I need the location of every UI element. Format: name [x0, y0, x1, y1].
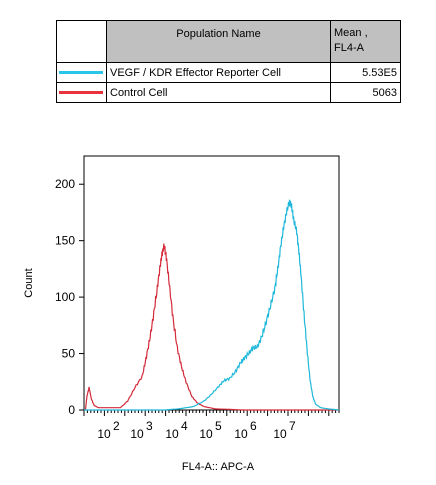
y-axis: 0 50 100 150 200: [55, 177, 84, 417]
x-tick-label-base-4: 10: [234, 427, 248, 441]
x-tick-label-exp-4: 6: [250, 419, 257, 433]
legend-name-control: Control Cell: [106, 82, 331, 103]
legend-row-control: Control Cell 5063: [56, 82, 401, 103]
x-tick-label-exp-0: 2: [113, 419, 120, 433]
y-tick-label-0: 0: [68, 403, 75, 417]
series-line-1: [84, 199, 340, 411]
x-tick-label-base-2: 10: [165, 427, 179, 441]
x-tick-label-exp-2: 4: [181, 419, 188, 433]
y-axis-label: Count: [23, 268, 35, 297]
x-tick-label-exp-3: 5: [215, 419, 222, 433]
series-line-0: [84, 243, 339, 411]
plot-frame: [83, 155, 340, 411]
y-tick-label-150: 150: [55, 234, 75, 248]
legend-mean-control: 5063: [330, 82, 401, 103]
x-tick-label-base-1: 10: [130, 427, 144, 441]
x-tick-label-base-0: 10: [97, 427, 111, 441]
legend-name-vegf: VEGF / KDR Effector Reporter Cell: [106, 62, 331, 83]
legend-header-mean-line2: FL4-A: [334, 42, 364, 54]
legend-header-name: Population Name: [106, 20, 331, 63]
x-axis-label: FL4-A:: APC-A: [182, 461, 255, 473]
legend-color-line-control: [59, 91, 103, 94]
legend-row-vegf: VEGF / KDR Effector Reporter Cell 5.53E5: [56, 62, 401, 83]
legend-table: Population Name Mean , FL4-A VEGF / KDR …: [56, 20, 401, 103]
y-tick-label-50: 50: [62, 347, 76, 361]
x-tick-label-exp-1: 3: [146, 419, 153, 433]
x-tick-label-base-5: 10: [273, 427, 287, 441]
legend-header-mean-line1: Mean ,: [334, 27, 368, 39]
y-tick-label-200: 200: [55, 177, 75, 191]
legend-header-row: Population Name Mean , FL4-A: [56, 20, 401, 63]
legend-color-line-vegf: [59, 71, 103, 74]
y-tick-label-100: 100: [55, 290, 75, 304]
legend-header-mean: Mean , FL4-A: [330, 20, 401, 63]
x-tick-label-base-3: 10: [199, 427, 213, 441]
legend-header-blank: [56, 20, 107, 63]
series-layer: [84, 199, 340, 411]
legend-swatch-control: [56, 82, 107, 103]
x-tick-label-exp-5: 7: [289, 419, 296, 433]
